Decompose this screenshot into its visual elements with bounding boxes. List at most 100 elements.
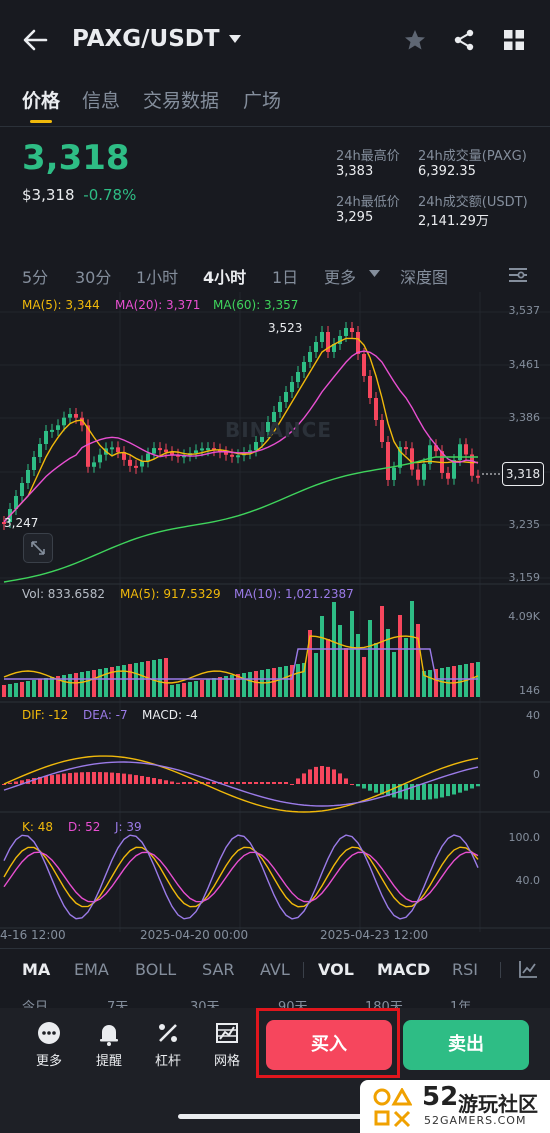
top-header: PAXG/USDT (0, 0, 550, 80)
volume-bar (98, 669, 102, 697)
usd-price: $3,318 (22, 186, 75, 204)
macd-bar (74, 772, 78, 784)
macd-bar (416, 784, 420, 800)
nav-alert[interactable]: 提醒 (83, 1020, 135, 1069)
candle (110, 447, 114, 450)
stat-low-value: 3,295 (336, 210, 374, 225)
binance-watermark: BINANCE (225, 418, 332, 442)
ind-sar[interactable]: SAR (202, 960, 235, 979)
nav-margin[interactable]: 杠杆 (142, 1020, 194, 1069)
candle (404, 447, 408, 450)
home-indicator (178, 1114, 372, 1119)
candle (278, 402, 282, 412)
kline-chart[interactable] (0, 292, 550, 942)
ind-rsi[interactable]: RSI (452, 960, 478, 979)
fullscreen-button[interactable] (23, 533, 53, 563)
macd-bar (476, 784, 480, 787)
nav-grid[interactable]: 网格 (201, 1020, 253, 1069)
volume-bar (230, 675, 234, 697)
volume-bar (110, 667, 114, 697)
macd-bar (62, 773, 66, 784)
last-price: 3,318 (22, 138, 130, 178)
macd-bar (374, 784, 378, 793)
nav-grid-label: 网格 (213, 1054, 240, 1069)
grid-menu-icon[interactable] (503, 29, 525, 51)
macd-bar (404, 784, 408, 800)
tf-1h[interactable]: 1小时 (136, 268, 179, 287)
sell-button[interactable]: 卖出 (403, 1020, 529, 1070)
macd-bar (296, 778, 300, 784)
caret-down-icon[interactable] (228, 34, 242, 44)
candle (308, 352, 312, 362)
candle (386, 442, 390, 480)
macd-bar (50, 775, 54, 784)
share-icon[interactable] (452, 28, 476, 52)
tf-30m[interactable]: 30分 (75, 268, 112, 287)
tf-depth[interactable]: 深度图 (400, 268, 449, 287)
price-axis-2: 3,461 (508, 358, 541, 371)
volume-bar (278, 667, 282, 697)
ind-boll[interactable]: BOLL (135, 960, 177, 979)
ind-vol[interactable]: VOL (318, 960, 354, 979)
macd-bar (98, 772, 102, 784)
grid-bot-icon (216, 1023, 238, 1043)
candle (338, 336, 342, 344)
macd-bar (80, 772, 84, 784)
badge-site: 52GAMERS.COM (424, 1114, 527, 1127)
tf-4h[interactable]: 4小时 (203, 268, 247, 287)
macd-bar (344, 778, 348, 784)
volume-bar (242, 673, 246, 697)
candle (476, 475, 480, 478)
indicator-settings-icon[interactable] (518, 960, 538, 978)
nav-more[interactable]: 更多 (23, 1020, 75, 1069)
d-line (3, 851, 479, 903)
macd-bar (140, 775, 144, 784)
macd-bar (452, 784, 456, 795)
tab-info[interactable]: 信息 (82, 90, 121, 112)
candle (290, 382, 294, 392)
price-axis-5: 3,235 (508, 518, 541, 531)
macd-bar (68, 773, 72, 784)
ind-ema[interactable]: EMA (74, 960, 109, 979)
vol-legend: Vol: 833.6582 (22, 587, 106, 601)
candle (38, 444, 42, 457)
volume-bar (284, 666, 288, 697)
candle (410, 448, 414, 470)
tab-square[interactable]: 广场 (243, 90, 282, 112)
macd-bar (308, 769, 312, 784)
volume-bar (272, 668, 276, 697)
back-arrow-icon[interactable] (22, 28, 48, 52)
candle (326, 332, 330, 352)
badge-name: 游玩社区 (458, 1092, 538, 1116)
chart-settings-icon[interactable] (508, 266, 528, 284)
volume-bar (422, 671, 426, 697)
candle (26, 470, 30, 483)
macd-bar (194, 782, 198, 784)
ind-macd[interactable]: MACD (377, 960, 431, 979)
macd-bar (464, 784, 468, 791)
tf-1d[interactable]: 1日 (272, 268, 299, 287)
buy-button[interactable]: 买入 (266, 1020, 392, 1070)
ind-avl[interactable]: AVL (260, 960, 290, 979)
candle (14, 496, 18, 509)
macd-bar (242, 782, 246, 784)
tab-price[interactable]: 价格 (22, 90, 61, 112)
tf-5m[interactable]: 5分 (22, 268, 49, 287)
candle (140, 461, 144, 467)
star-icon[interactable] (403, 28, 427, 52)
tab-trade-data[interactable]: 交易数据 (143, 90, 220, 112)
ind-separator (303, 962, 304, 978)
tf-more[interactable]: 更多 (324, 268, 357, 287)
macd-bar (410, 784, 414, 800)
ind-ma[interactable]: MA (22, 960, 51, 979)
vol-ma5-line (3, 635, 479, 684)
candle (218, 449, 222, 453)
macd-bar (56, 774, 60, 784)
candle (266, 422, 270, 432)
time-label-2: 2025-04-20 00:00 (140, 928, 249, 942)
macd-bar (20, 780, 24, 784)
pair-title[interactable]: PAXG/USDT (72, 26, 220, 52)
percent-icon (159, 1024, 177, 1042)
candle (62, 417, 66, 426)
volume-bar (122, 665, 126, 697)
